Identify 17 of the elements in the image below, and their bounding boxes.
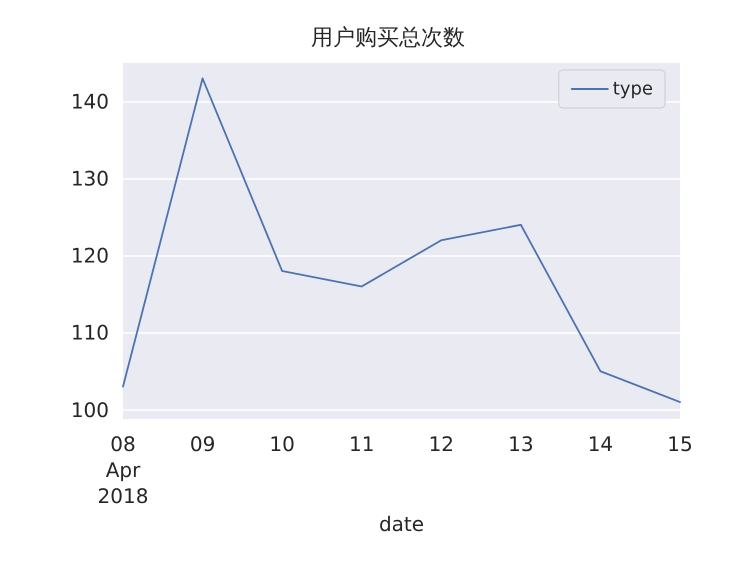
y-tick-label: 130 xyxy=(70,166,109,191)
x-tick-label: 14 xyxy=(588,432,614,456)
line-series xyxy=(122,78,681,403)
y-tick-label: 100 xyxy=(70,398,109,422)
chart-title: 用户购买总次数 xyxy=(311,26,465,50)
x-tick-label: 11 xyxy=(348,432,374,456)
x-tick-label: 10 xyxy=(269,432,295,456)
y-tick-label: 140 xyxy=(70,90,109,114)
y-tick-label: 110 xyxy=(70,320,109,345)
y-tick-label: 120 xyxy=(70,244,109,268)
x-tick-label: 13 xyxy=(508,432,534,456)
x-axis-title: date xyxy=(378,512,424,536)
x-tick-label: 09 xyxy=(190,432,216,456)
x-tick-label: 15 xyxy=(667,432,693,456)
x-tick-label: 08 Apr 2018 xyxy=(98,432,148,508)
legend-label: type xyxy=(612,78,654,100)
x-tick-label: 12 xyxy=(428,432,454,456)
